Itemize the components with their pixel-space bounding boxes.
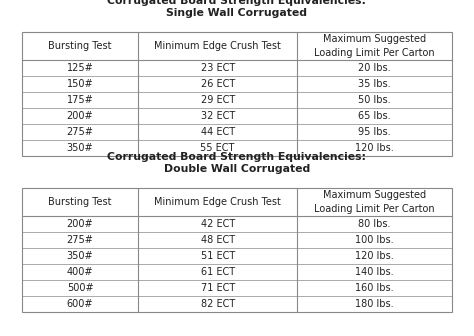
Text: Bursting Test: Bursting Test xyxy=(48,197,112,207)
Bar xyxy=(22,60,452,76)
Text: 95 lbs.: 95 lbs. xyxy=(358,127,391,137)
Bar xyxy=(22,124,452,140)
Bar xyxy=(22,264,452,280)
Bar xyxy=(22,32,452,60)
Text: 400#: 400# xyxy=(67,267,93,277)
Bar xyxy=(22,188,452,216)
Text: 350#: 350# xyxy=(67,143,93,153)
Bar xyxy=(22,232,452,248)
Bar xyxy=(22,76,452,92)
Text: Bursting Test: Bursting Test xyxy=(48,41,112,51)
Bar xyxy=(22,216,452,232)
Text: Maximum Suggested
Loading Limit Per Carton: Maximum Suggested Loading Limit Per Cart… xyxy=(314,34,435,57)
Text: 180 lbs.: 180 lbs. xyxy=(356,299,394,309)
Text: Single Wall Corrugated: Single Wall Corrugated xyxy=(166,8,308,18)
Bar xyxy=(22,296,452,312)
Bar xyxy=(22,32,452,156)
Text: 50 lbs.: 50 lbs. xyxy=(358,95,391,105)
Text: 44 ECT: 44 ECT xyxy=(201,127,235,137)
Text: 200#: 200# xyxy=(67,219,93,229)
Bar xyxy=(22,188,452,312)
Text: 140 lbs.: 140 lbs. xyxy=(356,267,394,277)
Text: 29 ECT: 29 ECT xyxy=(201,95,235,105)
Text: 51 ECT: 51 ECT xyxy=(201,251,235,261)
Text: 61 ECT: 61 ECT xyxy=(201,267,235,277)
Bar xyxy=(22,140,452,156)
Text: 65 lbs.: 65 lbs. xyxy=(358,111,391,121)
Bar xyxy=(22,248,452,264)
Text: Double Wall Corrugated: Double Wall Corrugated xyxy=(164,164,310,174)
Text: 500#: 500# xyxy=(67,283,93,293)
Text: 120 lbs.: 120 lbs. xyxy=(355,251,394,261)
Text: 175#: 175# xyxy=(67,95,93,105)
Text: 48 ECT: 48 ECT xyxy=(201,235,235,245)
Text: 125#: 125# xyxy=(67,63,93,73)
Text: 32 ECT: 32 ECT xyxy=(201,111,235,121)
Text: 23 ECT: 23 ECT xyxy=(201,63,235,73)
Text: 82 ECT: 82 ECT xyxy=(201,299,235,309)
Bar xyxy=(22,92,452,108)
Text: Corrugated Board Strength Equivalencies:: Corrugated Board Strength Equivalencies: xyxy=(108,152,366,162)
Text: 275#: 275# xyxy=(67,127,93,137)
Text: 42 ECT: 42 ECT xyxy=(201,219,235,229)
Text: 55 ECT: 55 ECT xyxy=(201,143,235,153)
Text: 35 lbs.: 35 lbs. xyxy=(358,79,391,89)
Text: 150#: 150# xyxy=(67,79,93,89)
Text: 100 lbs.: 100 lbs. xyxy=(356,235,394,245)
Bar xyxy=(22,108,452,124)
Text: Corrugated Board Strength Equivalencies:: Corrugated Board Strength Equivalencies: xyxy=(108,0,366,6)
Text: 200#: 200# xyxy=(67,111,93,121)
Text: 350#: 350# xyxy=(67,251,93,261)
Text: 600#: 600# xyxy=(67,299,93,309)
Text: 71 ECT: 71 ECT xyxy=(201,283,235,293)
Text: 160 lbs.: 160 lbs. xyxy=(356,283,394,293)
Bar xyxy=(22,280,452,296)
Text: Maximum Suggested
Loading Limit Per Carton: Maximum Suggested Loading Limit Per Cart… xyxy=(314,191,435,214)
Text: 20 lbs.: 20 lbs. xyxy=(358,63,391,73)
Text: 80 lbs.: 80 lbs. xyxy=(358,219,391,229)
Text: Minimum Edge Crush Test: Minimum Edge Crush Test xyxy=(154,41,281,51)
Text: 26 ECT: 26 ECT xyxy=(201,79,235,89)
Text: Minimum Edge Crush Test: Minimum Edge Crush Test xyxy=(154,197,281,207)
Text: 275#: 275# xyxy=(67,235,93,245)
Text: 120 lbs.: 120 lbs. xyxy=(355,143,394,153)
